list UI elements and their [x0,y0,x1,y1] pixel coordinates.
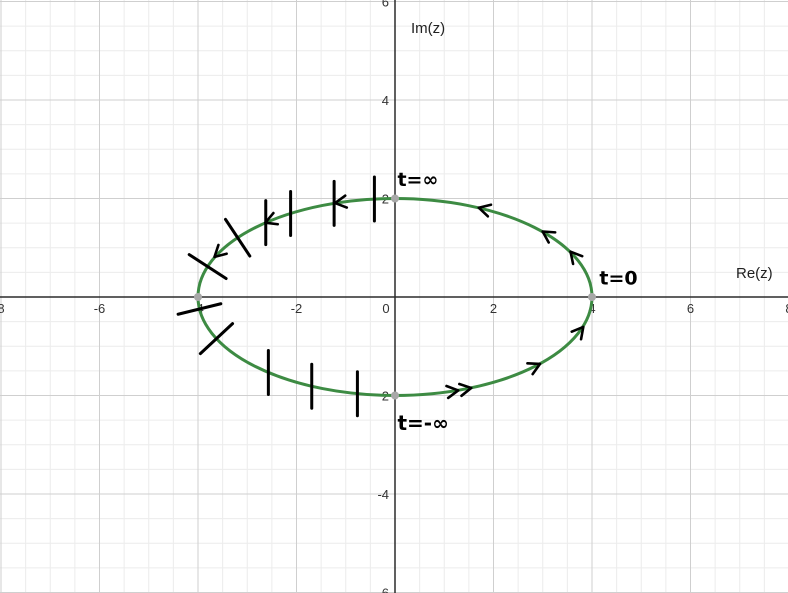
direction-arrow-mark [477,203,493,218]
x-tick-label: -6 [94,301,106,316]
direction-arrow-mark [570,325,585,341]
hatch-tick-mark [224,217,252,258]
param-annotation: t=∞ [397,169,438,191]
marked-point [391,194,399,203]
y-tick-label: -4 [377,487,389,502]
hatch-tick-mark [187,253,228,281]
marked-point [391,391,399,400]
hatch-tick-mark [176,302,223,316]
direction-arrow-mark [458,382,473,398]
direction-arrow-mark [213,243,228,259]
y-axis-label: Im(z) [411,20,445,37]
x-tick-label: 8 [785,301,788,316]
x-tick-label: -2 [291,301,303,316]
x-tick-label: 0 [382,301,389,316]
y-tick-label: 4 [382,93,389,108]
direction-arrow-mark [569,250,584,266]
annotations-layer: t=0 t=∞ t=-∞ [397,169,637,435]
x-axis-label: Re(z) [736,265,773,282]
y-tick-label: 6 [382,0,389,10]
x-tick-label: 6 [687,301,694,316]
y-tick-label: 6 [382,586,389,593]
x-tick-label: 2 [490,301,497,316]
points-layer [194,194,596,400]
direction-arrow-mark [445,384,460,400]
param-annotation: t=-∞ [397,411,448,435]
direction-arrow-mark [526,362,542,376]
direction-arrow-mark [541,230,557,244]
marked-point [588,293,596,301]
hand-drawn-marks [176,175,585,418]
x-tick-label: 8 [0,301,5,316]
marked-point [194,293,202,301]
param-annotation: t=0 [599,268,637,290]
hatch-tick-mark [198,322,235,356]
